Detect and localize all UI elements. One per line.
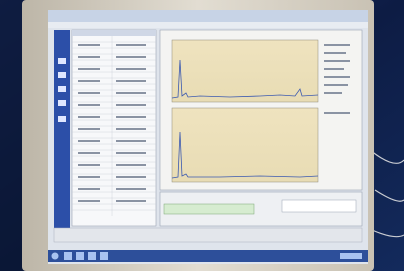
title-bar <box>48 10 368 22</box>
photo <box>0 0 404 271</box>
upper-plot <box>172 40 318 102</box>
results-field <box>164 204 254 214</box>
menu-bar <box>48 22 368 28</box>
table-header <box>72 30 156 36</box>
status-area <box>54 228 362 242</box>
input-box <box>282 200 356 212</box>
lower-plot <box>172 108 318 182</box>
